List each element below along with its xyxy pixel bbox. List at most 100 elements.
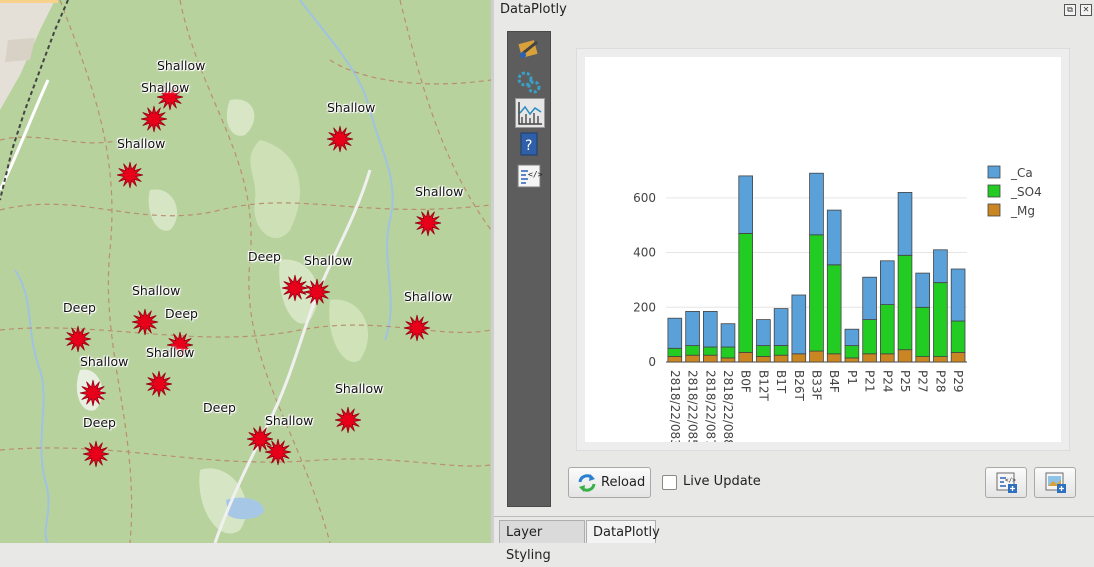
- star-burst-icon: [281, 274, 309, 302]
- bar-segment: [703, 310, 718, 348]
- plot-area[interactable]: 0 200 400 600 2818/22/083 2818/22/085 2818/22/…: [585, 57, 1061, 447]
- legend-swatch: [987, 203, 1001, 217]
- x-tick-label: P1: [845, 370, 859, 385]
- panel-title: DataPlotly: [500, 2, 567, 17]
- bar-segment: [756, 356, 771, 363]
- bar-segment: [826, 209, 842, 266]
- tab-layer-styling[interactable]: Layer Styling: [499, 520, 585, 563]
- x-tick-label: B33F: [810, 370, 824, 401]
- legend-swatch: [987, 165, 1001, 179]
- x-tick-label: 2818/22/083: [668, 370, 682, 442]
- bar-segment: [809, 234, 824, 352]
- bar-segment: [756, 345, 771, 357]
- bar-segment: [667, 317, 683, 349]
- x-tick-label: 2818/22/085: [686, 370, 700, 442]
- star-burst-icon: [79, 379, 107, 407]
- bar-segment: [773, 354, 789, 363]
- bar-segment: [844, 357, 860, 363]
- x-tick-label: B4F: [827, 370, 841, 393]
- bar-segment: [720, 323, 736, 348]
- map-point-label: Deep: [248, 249, 281, 264]
- bar-segment: [738, 232, 754, 353]
- star-burst-icon: [264, 438, 292, 466]
- bar-segment: [915, 306, 930, 358]
- star-burst-icon: [414, 209, 442, 237]
- x-tick-label: P25: [898, 370, 912, 393]
- bar-segment: [844, 345, 860, 359]
- x-tick-label: 2818/22/088: [721, 370, 735, 442]
- map-point-label: Shallow: [304, 253, 353, 268]
- plot-icon[interactable]: [515, 98, 545, 128]
- bar-segment: [826, 264, 842, 355]
- svg-text:</>: </>: [528, 170, 543, 179]
- svg-text:?: ?: [525, 138, 532, 154]
- export-html-button[interactable]: </>: [985, 467, 1027, 498]
- bar-segment: [950, 268, 966, 322]
- legend-label: _Mg: [1010, 204, 1035, 218]
- x-tick-label: B1T: [774, 370, 788, 394]
- bar-segment: [933, 282, 948, 357]
- x-tick-label: B0F: [739, 370, 753, 393]
- bar-segment: [791, 294, 807, 355]
- bar-segment: [897, 191, 913, 256]
- bar-segment: [791, 353, 807, 363]
- y-tick-label: 0: [648, 355, 656, 369]
- bar-segment: [879, 353, 895, 363]
- bar-segment: [685, 345, 700, 356]
- map-point-label: Deep: [203, 400, 236, 415]
- map-point-label: Shallow: [335, 381, 384, 396]
- legend-swatch: [987, 184, 1001, 198]
- bar-segment: [738, 175, 754, 234]
- legend-label: _Ca: [1010, 166, 1033, 180]
- export-html-icon: </>: [996, 472, 1017, 493]
- star-burst-icon: [403, 314, 431, 342]
- y-tick-label: 400: [633, 246, 656, 260]
- bar-segment: [862, 276, 877, 320]
- bar-segment: [756, 319, 771, 347]
- bar-segment: [844, 328, 860, 347]
- map-point-label: Shallow: [80, 354, 129, 369]
- bar-segment: [809, 350, 824, 363]
- star-burst-icon: [246, 425, 274, 453]
- bar-segment: [667, 347, 683, 357]
- x-tick-label: 2818/22/087: [703, 370, 717, 442]
- star-burst-icon: [166, 331, 194, 359]
- bar-segment: [950, 351, 966, 363]
- html-code-icon[interactable]: </>: [515, 162, 545, 192]
- map-point-label: Shallow: [415, 184, 464, 199]
- bar-segment: [667, 356, 683, 363]
- tool-strip: ? </>: [507, 31, 551, 507]
- export-image-button[interactable]: [1034, 467, 1076, 498]
- bar-segment: [915, 356, 930, 363]
- gears-icon[interactable]: [515, 68, 545, 98]
- live-update-checkbox[interactable]: [662, 475, 677, 490]
- bar-segment: [685, 310, 700, 346]
- reload-label: Reload: [601, 475, 646, 490]
- help-book-icon[interactable]: ?: [515, 130, 545, 160]
- bar-segment: [826, 353, 842, 363]
- map-canvas[interactable]: Shallow Shallow Shallow Shallow Shallow Deep S…: [0, 0, 491, 543]
- paintbrush-settings-icon[interactable]: [515, 36, 545, 66]
- reload-button[interactable]: Reload: [568, 467, 651, 498]
- bar-segment: [897, 349, 913, 363]
- bar-segment: [862, 353, 877, 363]
- export-image-icon: [1045, 472, 1066, 493]
- bar-segment: [720, 357, 736, 363]
- y-tick-label: 200: [633, 300, 656, 314]
- panel-splitter[interactable]: [491, 0, 494, 543]
- tab-dataplotly[interactable]: DataPlotly: [586, 520, 660, 543]
- star-burst-icon: [326, 125, 354, 153]
- close-panel-icon[interactable]: ✕: [1080, 4, 1092, 16]
- bar-segment: [950, 320, 966, 353]
- star-burst-icon: [131, 308, 159, 336]
- star-burst-icon: [145, 370, 173, 398]
- bar-segment: [862, 319, 877, 355]
- bar-segment: [915, 272, 930, 308]
- star-burst-icon: [116, 161, 144, 189]
- bar-segment: [879, 260, 895, 306]
- map-point-label: Shallow: [157, 58, 206, 73]
- float-panel-icon[interactable]: ⧉: [1064, 4, 1076, 16]
- bar-segment: [773, 308, 789, 346]
- star-burst-icon: [140, 105, 168, 133]
